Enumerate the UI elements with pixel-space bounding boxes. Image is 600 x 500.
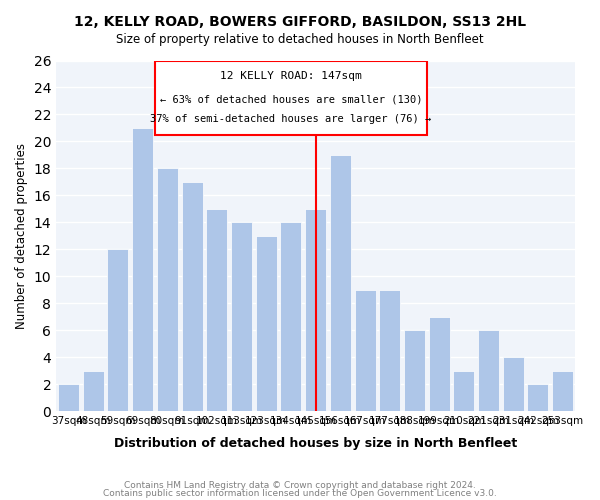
Bar bbox=[428, 316, 449, 411]
Bar bbox=[503, 357, 524, 411]
Bar bbox=[379, 290, 400, 411]
Bar bbox=[280, 222, 301, 411]
Bar bbox=[552, 370, 573, 411]
Text: 37% of semi-detached houses are larger (76) →: 37% of semi-detached houses are larger (… bbox=[150, 114, 431, 124]
Bar bbox=[132, 128, 153, 411]
Bar bbox=[157, 168, 178, 411]
Bar bbox=[454, 370, 475, 411]
Bar bbox=[404, 330, 425, 411]
Bar bbox=[231, 222, 252, 411]
Bar bbox=[305, 209, 326, 411]
Bar bbox=[478, 330, 499, 411]
Text: Contains public sector information licensed under the Open Government Licence v3: Contains public sector information licen… bbox=[103, 488, 497, 498]
Bar bbox=[330, 155, 351, 411]
Bar bbox=[107, 249, 128, 411]
Bar bbox=[527, 384, 548, 411]
Bar bbox=[206, 209, 227, 411]
Text: 12 KELLY ROAD: 147sqm: 12 KELLY ROAD: 147sqm bbox=[220, 72, 362, 82]
Text: Size of property relative to detached houses in North Benfleet: Size of property relative to detached ho… bbox=[116, 32, 484, 46]
Bar bbox=[58, 384, 79, 411]
FancyBboxPatch shape bbox=[155, 60, 427, 134]
Y-axis label: Number of detached properties: Number of detached properties bbox=[15, 143, 28, 329]
Bar bbox=[182, 182, 203, 411]
Text: 12, KELLY ROAD, BOWERS GIFFORD, BASILDON, SS13 2HL: 12, KELLY ROAD, BOWERS GIFFORD, BASILDON… bbox=[74, 15, 526, 29]
Bar bbox=[83, 370, 104, 411]
Bar bbox=[256, 236, 277, 411]
Text: ← 63% of detached houses are smaller (130): ← 63% of detached houses are smaller (13… bbox=[160, 94, 422, 104]
Text: Contains HM Land Registry data © Crown copyright and database right 2024.: Contains HM Land Registry data © Crown c… bbox=[124, 481, 476, 490]
X-axis label: Distribution of detached houses by size in North Benfleet: Distribution of detached houses by size … bbox=[114, 437, 517, 450]
Bar bbox=[355, 290, 376, 411]
